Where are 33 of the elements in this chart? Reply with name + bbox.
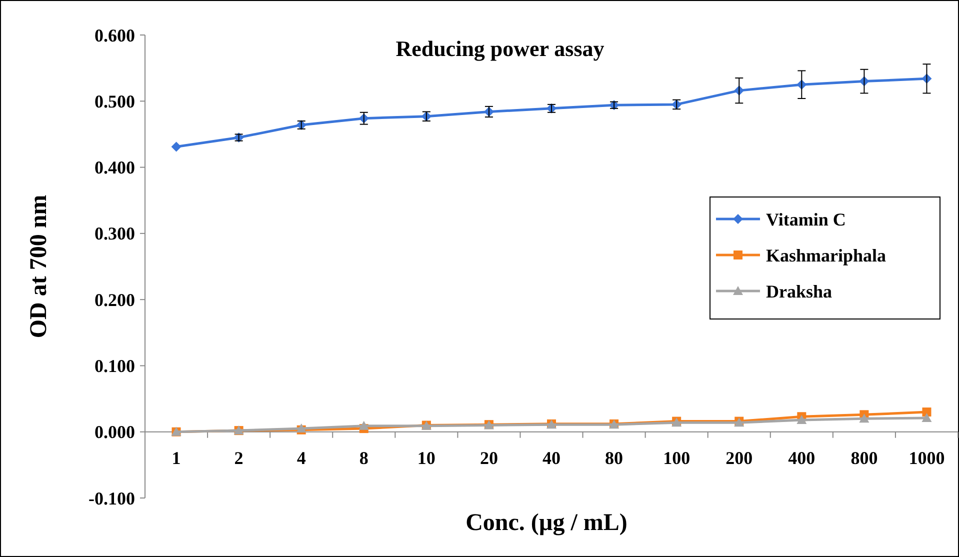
point bbox=[796, 414, 807, 424]
x-tick-label: 8 bbox=[359, 448, 368, 468]
y-tick-label: 0.500 bbox=[94, 91, 135, 112]
point bbox=[171, 142, 182, 152]
x-tick-label: 200 bbox=[726, 448, 753, 468]
y-tick-label: 0.000 bbox=[94, 422, 135, 442]
x-tick-label: 80 bbox=[605, 448, 624, 468]
x-tick-label: 4 bbox=[296, 448, 306, 468]
y-tick-label: 0.200 bbox=[94, 290, 135, 310]
x-tick-label: 20 bbox=[480, 448, 498, 468]
point bbox=[859, 414, 870, 423]
x-tick-label: 1 bbox=[172, 448, 181, 468]
x-axis-title: Conc. (µg / mL) bbox=[466, 510, 628, 536]
x-tick-label: 400 bbox=[788, 448, 816, 468]
y-axis-title: OD at 700 nm bbox=[26, 194, 52, 338]
x-tick-label: 2 bbox=[234, 448, 244, 468]
y-tick-label: 0.300 bbox=[94, 224, 135, 244]
y-tick-label: 0.400 bbox=[94, 158, 135, 178]
x-tick-label: 40 bbox=[542, 448, 560, 468]
y-tick-label: -0.100 bbox=[88, 488, 135, 508]
x-tick-label: 10 bbox=[417, 448, 436, 468]
x-tick-label: 100 bbox=[663, 448, 690, 468]
point bbox=[358, 420, 369, 430]
point bbox=[922, 408, 932, 417]
legend-label: Kashmariphala bbox=[766, 245, 886, 266]
y-tick-label: 0.600 bbox=[94, 25, 135, 46]
x-tick-label: 800 bbox=[850, 448, 878, 468]
legend-label: Draksha bbox=[766, 281, 832, 302]
x-tick-label: 1000 bbox=[908, 448, 945, 468]
chart-title: Reducing power assay bbox=[396, 36, 604, 61]
legend-label: Vitamin C bbox=[766, 209, 846, 230]
point bbox=[922, 412, 932, 422]
y-tick-label: 0.100 bbox=[94, 356, 135, 376]
